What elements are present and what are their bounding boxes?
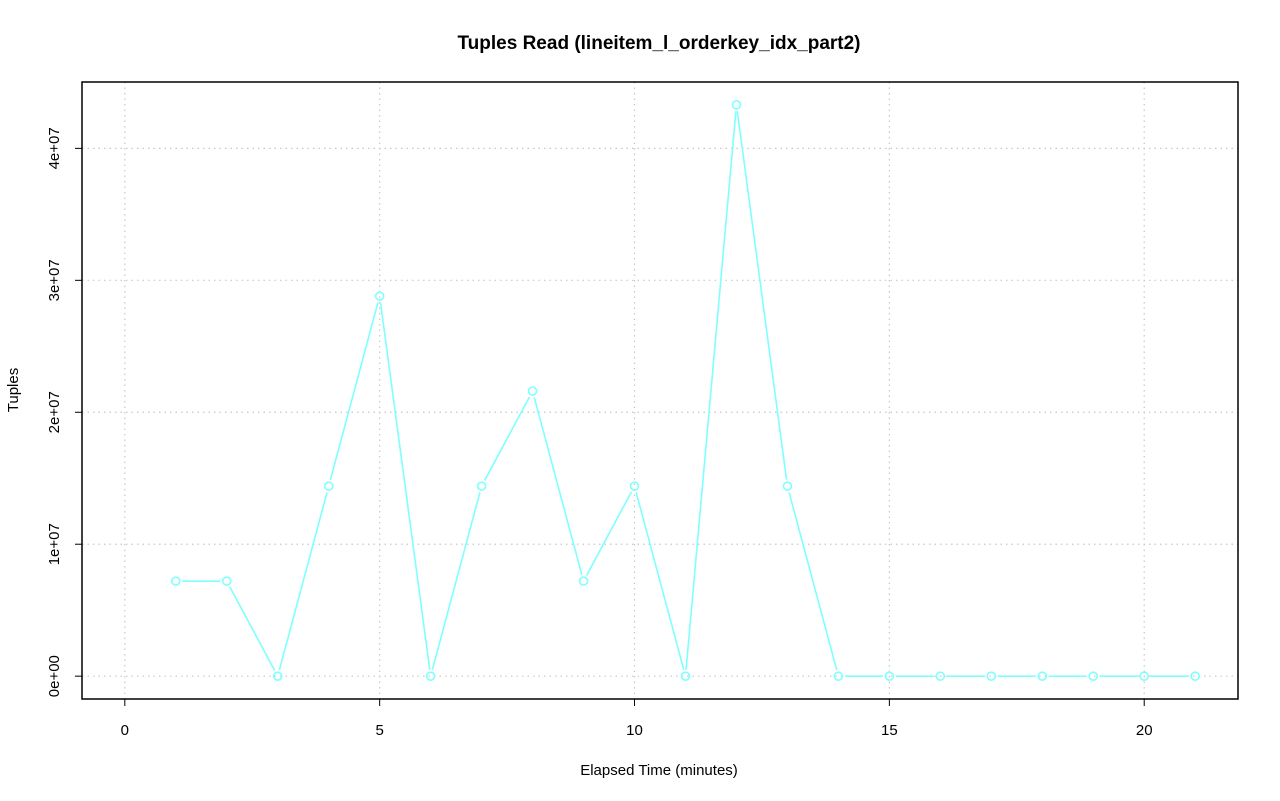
series-line-segment: [483, 396, 531, 481]
series-line-segment: [585, 491, 633, 576]
x-tick-label: 15: [881, 722, 898, 739]
x-tick-label: 5: [375, 722, 383, 739]
series-line-segment: [635, 492, 685, 671]
x-tick-label: 0: [121, 722, 129, 739]
series-line-segment: [431, 492, 481, 671]
data-point: [833, 671, 844, 681]
data-point: [323, 481, 334, 491]
data-point: [221, 576, 232, 586]
data-point: [527, 386, 538, 396]
y-tick-label: 2e+07: [46, 391, 63, 433]
data-point: [578, 576, 589, 586]
y-tick-label: 1e+07: [46, 523, 63, 565]
series-line-segment: [788, 492, 838, 671]
series-layer: [170, 100, 1200, 681]
data-point: [731, 100, 742, 110]
x-axis: 0 5 10 15 20: [121, 699, 1153, 739]
series-line-segment: [736, 111, 788, 480]
series-line-segment: [685, 111, 737, 670]
data-point: [680, 671, 691, 681]
x-axis-label: Elapsed Time (minutes): [580, 762, 738, 779]
plot-frame: [81, 81, 1239, 700]
series-line-segment: [229, 586, 276, 671]
data-point: [1139, 671, 1150, 681]
grid-lines: [82, 82, 1238, 699]
series-line-segment: [329, 302, 379, 481]
series-line-segment: [533, 397, 583, 576]
data-point: [272, 671, 283, 681]
y-tick-label: 3e+07: [46, 259, 63, 301]
data-point: [1037, 671, 1048, 681]
y-axis-label: Tuples: [5, 368, 22, 412]
y-tick-label: 4e+07: [46, 127, 63, 169]
data-point: [1190, 671, 1200, 681]
x-tick-label: 20: [1136, 722, 1153, 739]
series-line-segment: [278, 492, 328, 671]
y-tick-label: 0e+00: [46, 655, 63, 697]
data-point: [782, 481, 793, 491]
data-point: [884, 671, 895, 681]
data-point: [986, 671, 997, 681]
y-axis: 0e+00 1e+07 2e+07 3e+07 4e+07: [46, 127, 82, 697]
data-point: [629, 481, 640, 491]
data-point: [476, 481, 487, 491]
data-point: [1088, 671, 1099, 681]
chart-title: Tuples Read (lineitem_l_orderkey_idx_par…: [457, 33, 860, 54]
x-tick-label: 10: [626, 722, 643, 739]
data-point: [935, 671, 946, 681]
data-point: [425, 671, 436, 681]
series-line-segment: [379, 302, 431, 670]
data-point: [170, 576, 181, 586]
data-point: [374, 291, 385, 301]
